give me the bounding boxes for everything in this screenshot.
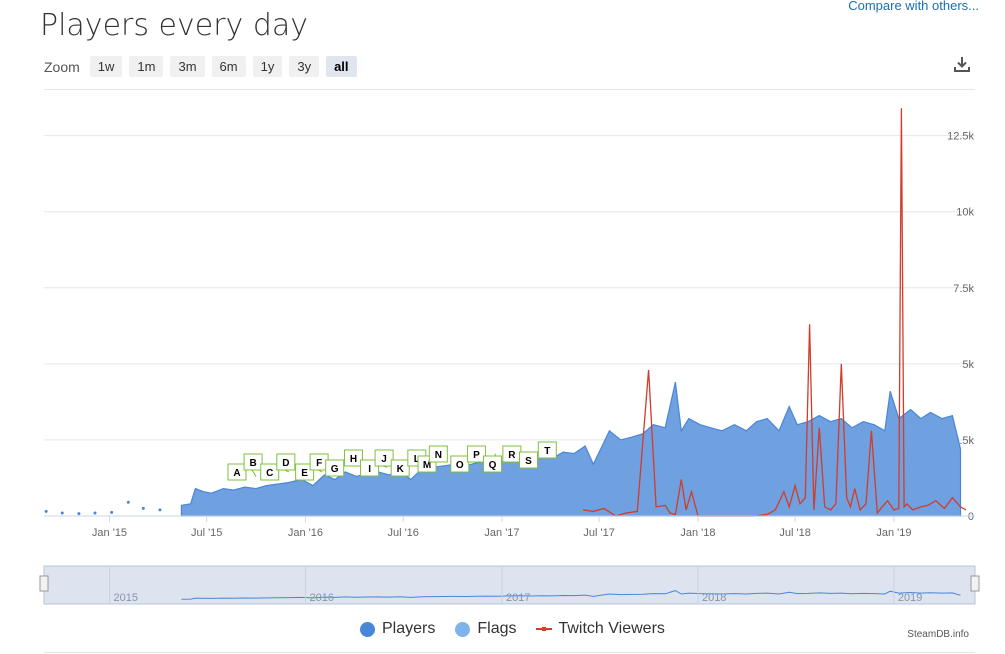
credit-text[interactable]: SteamDB.info: [907, 629, 969, 640]
legend-item-flags[interactable]: Flags: [455, 620, 516, 638]
flag-label: I: [368, 464, 371, 475]
flag-marker: [450, 455, 470, 473]
flag-marker: [360, 459, 380, 477]
flag-label: E: [301, 468, 308, 479]
legend-label-flags: Flags: [477, 620, 517, 637]
x-tick-label: Jan '19: [876, 527, 911, 539]
zoom-6m-button[interactable]: 6m: [211, 56, 246, 77]
zoom-1y-button[interactable]: 1y: [252, 56, 283, 77]
players-point: [44, 509, 48, 513]
flag-label: S: [525, 456, 532, 467]
y-tick-label: 12.5k: [947, 131, 974, 143]
x-tick-label: Jul '17: [583, 527, 614, 539]
zoom-3m-button[interactable]: 3m: [170, 56, 205, 77]
flag-label: Q: [489, 460, 497, 471]
flag-label: P: [473, 450, 480, 461]
page-title: Players every day: [40, 8, 308, 43]
flag-marker: [519, 451, 539, 469]
twitch-legend-marker: [536, 627, 553, 631]
navigator-year-label: 2015: [114, 592, 138, 604]
players-point: [110, 510, 114, 514]
flag-marker: [276, 453, 296, 471]
flag-marker: [343, 449, 363, 467]
navigator-year-label: 2018: [702, 592, 726, 604]
players-point: [77, 512, 81, 516]
legend-label-players: Players: [382, 620, 436, 637]
flag-label: R: [508, 450, 516, 461]
zoom-bar: Zoom 1w 1m 3m 6m 1y 3y all: [44, 56, 364, 77]
flag-label: J: [381, 454, 387, 465]
navigator-year-label: 2016: [309, 592, 333, 604]
zoom-label: Zoom: [44, 58, 80, 75]
zoom-3y-button[interactable]: 3y: [289, 56, 320, 77]
players-point: [126, 500, 130, 504]
compare-link[interactable]: Compare with others...: [848, 0, 979, 13]
flag-marker: [390, 459, 410, 477]
chart-legend: Players Flags Twitch Viewers: [360, 620, 685, 638]
flag-label: D: [282, 458, 289, 469]
flag-label: M: [423, 460, 431, 471]
flag-label: O: [456, 460, 464, 471]
x-tick-label: Jul '15: [191, 527, 222, 539]
bottom-divider: [44, 652, 975, 653]
flag-marker: [537, 441, 557, 459]
x-tick-label: Jul '18: [779, 527, 810, 539]
zoom-all-button[interactable]: all: [326, 56, 357, 77]
x-tick-label: Jan '16: [288, 527, 323, 539]
flag-label: K: [397, 464, 405, 475]
flag-marker: [466, 445, 486, 463]
top-divider: [44, 89, 975, 90]
y-tick-label: 0: [968, 511, 974, 523]
zoom-1w-button[interactable]: 1w: [89, 56, 123, 77]
players-point: [60, 511, 64, 515]
navigator-year-label: 2017: [506, 592, 530, 604]
flag-label: H: [350, 454, 357, 465]
players-point: [141, 506, 145, 510]
flags-legend-marker: [455, 621, 471, 637]
flag-label: B: [249, 458, 256, 469]
flag-label: N: [435, 450, 442, 461]
navigator-left-handle[interactable]: [39, 575, 49, 592]
flag-connector: [251, 469, 257, 477]
players-point: [158, 508, 162, 512]
legend-item-players[interactable]: Players: [360, 620, 435, 638]
x-tick-label: Jul '16: [387, 527, 418, 539]
flag-marker: [483, 455, 503, 473]
players-point: [93, 511, 97, 515]
flag-marker: [227, 463, 247, 481]
flag-label: G: [331, 464, 339, 475]
legend-label-twitch: Twitch Viewers: [558, 620, 665, 637]
flag-label: C: [266, 468, 273, 479]
x-tick-label: Jan '15: [92, 527, 127, 539]
players-legend-marker: [360, 621, 375, 637]
zoom-1m-button[interactable]: 1m: [129, 56, 164, 77]
navigator-right-handle[interactable]: [970, 575, 980, 592]
y-tick-label: 5k: [962, 359, 974, 371]
players-area: [180, 381, 962, 517]
y-tick-label: 7.5k: [953, 283, 974, 295]
twitch-viewers-line: [583, 108, 967, 517]
flag-marker: [325, 459, 345, 477]
flag-marker: [295, 463, 315, 481]
flag-label: A: [233, 468, 240, 479]
flag-label: F: [316, 458, 322, 469]
flag-marker: [428, 445, 448, 463]
navigator-year-label: 2019: [898, 592, 922, 604]
flag-marker: [243, 453, 263, 471]
x-tick-label: Jan '18: [680, 527, 715, 539]
flag-marker: [374, 449, 394, 467]
flag-marker: [260, 463, 280, 481]
x-tick-label: Jan '17: [484, 527, 519, 539]
flag-label: T: [544, 446, 550, 457]
flag-label: L: [414, 454, 420, 465]
navigator-series-line: [181, 590, 961, 600]
y-tick-label: 10k: [956, 207, 974, 219]
legend-item-twitch[interactable]: Twitch Viewers: [536, 620, 665, 638]
download-icon[interactable]: [953, 55, 971, 73]
